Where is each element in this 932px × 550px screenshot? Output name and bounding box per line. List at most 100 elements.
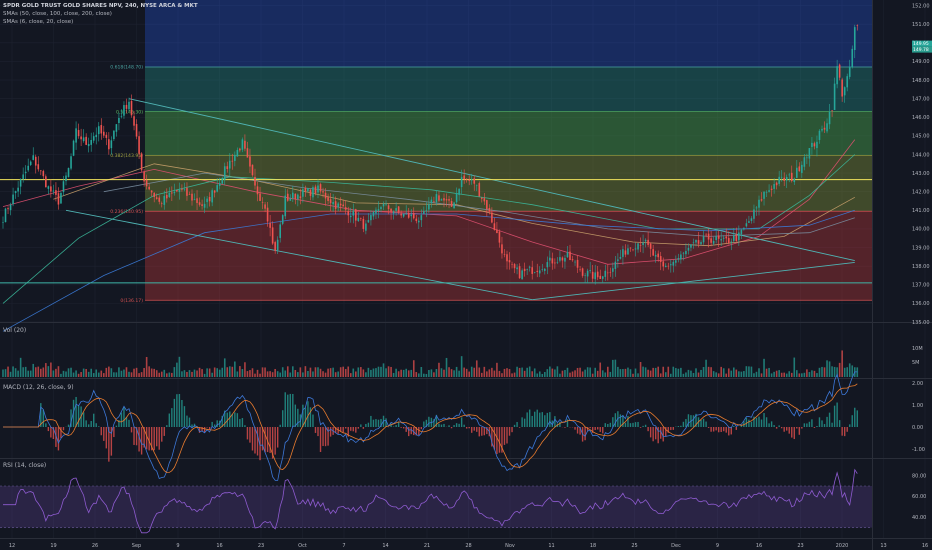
volume-bar xyxy=(705,359,707,377)
candle-body xyxy=(2,222,4,224)
fib-level-label: 0.236(140.95) xyxy=(110,209,143,215)
candle-body xyxy=(725,236,728,239)
macd-histogram-bar xyxy=(612,417,614,427)
macd-histogram-bar xyxy=(377,419,380,427)
candle-body xyxy=(339,203,342,206)
candle-body xyxy=(433,201,435,203)
candle-body xyxy=(722,237,725,239)
volume-bar xyxy=(24,366,27,377)
macd-histogram-bar xyxy=(405,427,407,432)
candle-body xyxy=(465,178,468,180)
macd-histogram-bar xyxy=(57,427,60,451)
candle-body xyxy=(526,269,528,270)
rsi-pane-label[interactable]: RSI (14, close) xyxy=(3,462,47,469)
macd-histogram-bar xyxy=(574,427,576,430)
volume-bar xyxy=(720,366,722,377)
macd-histogram-bar xyxy=(103,427,105,441)
candle-body xyxy=(259,193,261,201)
candle-body xyxy=(438,195,440,201)
macd-histogram-bar xyxy=(95,423,97,427)
macd-histogram-bar xyxy=(854,407,856,427)
volume-bar xyxy=(642,366,644,377)
volume-bar xyxy=(624,368,627,377)
volume-bar xyxy=(682,373,685,377)
volume-bar xyxy=(339,367,342,377)
volume-bar xyxy=(498,370,501,377)
candle-body xyxy=(103,131,105,136)
macd-histogram-bar xyxy=(375,419,377,427)
volume-bar xyxy=(473,367,476,377)
candle-body xyxy=(738,232,740,241)
volume-bar xyxy=(763,358,765,377)
candle-body xyxy=(377,209,380,211)
candle-body xyxy=(135,124,138,137)
time-tick-label: 21 xyxy=(424,543,430,549)
volume-bar xyxy=(344,368,347,377)
macd-pane-label[interactable]: MACD (12, 26, close, 9) xyxy=(3,384,74,391)
macd-histogram-bar xyxy=(740,425,743,427)
macd-histogram-bar xyxy=(498,427,501,453)
candle-body xyxy=(254,176,256,186)
macd-histogram-bar xyxy=(838,420,841,427)
sma-indicator-2[interactable]: SMAs (6, close, 20, close) xyxy=(3,19,74,25)
macd-histogram-bar xyxy=(528,409,531,427)
candle-body xyxy=(574,261,576,263)
candle-body xyxy=(846,76,848,88)
candle-body xyxy=(143,171,145,182)
macd-histogram-bar xyxy=(158,427,160,450)
macd-histogram-bar xyxy=(125,417,128,427)
macd-histogram-bar xyxy=(753,416,755,427)
macd-histogram-bar xyxy=(98,426,100,427)
price-tick-label: 144.00 xyxy=(912,152,930,158)
macd-histogram-bar xyxy=(425,419,428,427)
time-tick-label: 16 xyxy=(922,543,928,549)
macd-histogram-bar xyxy=(276,427,279,448)
volume-bars-group xyxy=(2,350,859,377)
candle-body xyxy=(617,259,619,261)
candle-body xyxy=(826,123,828,132)
volume-pane-label[interactable]: Vol (20) xyxy=(3,327,27,334)
candle-body xyxy=(9,204,12,211)
candle-body xyxy=(460,177,463,188)
macd-histogram-bar xyxy=(181,399,183,427)
candle-body xyxy=(685,250,687,255)
candle-body xyxy=(455,193,458,203)
volume-bar xyxy=(337,371,339,377)
volume-bar xyxy=(816,373,818,377)
macd-histogram-bar xyxy=(503,427,506,445)
volume-bar xyxy=(77,373,80,377)
candle-body xyxy=(188,194,191,195)
candle-body xyxy=(717,235,720,239)
candle-body xyxy=(133,116,135,126)
macd-histogram-bar xyxy=(705,421,707,427)
volume-bar xyxy=(135,367,138,377)
candle-body xyxy=(818,130,821,140)
volume-bar xyxy=(50,362,52,377)
candle-body xyxy=(569,251,571,261)
volume-bar xyxy=(329,368,332,377)
volume-bar xyxy=(57,366,60,377)
macd-histogram-bar xyxy=(715,427,717,431)
candle-body xyxy=(503,254,506,255)
volume-bar xyxy=(541,373,544,377)
volume-bar xyxy=(455,366,458,377)
volume-bar xyxy=(251,368,254,377)
macd-histogram-bar xyxy=(226,412,228,427)
candle-body xyxy=(163,195,166,205)
candle-body xyxy=(57,193,60,205)
volume-bar xyxy=(443,369,445,377)
volume-bar xyxy=(123,369,125,377)
volume-bar xyxy=(690,370,692,377)
candle-body xyxy=(554,262,556,264)
sma-indicator-1[interactable]: SMAs (50, close, 100, close, 200, close) xyxy=(3,11,112,17)
candle-body xyxy=(753,209,755,219)
candle-body xyxy=(239,148,241,151)
volume-bar xyxy=(591,373,594,377)
candle-body xyxy=(730,241,733,243)
volume-bar xyxy=(813,370,816,377)
volume-bar xyxy=(241,368,244,377)
volume-bar xyxy=(347,366,350,377)
volume-bar xyxy=(143,367,145,377)
price-tick-label: 137.00 xyxy=(912,283,930,289)
